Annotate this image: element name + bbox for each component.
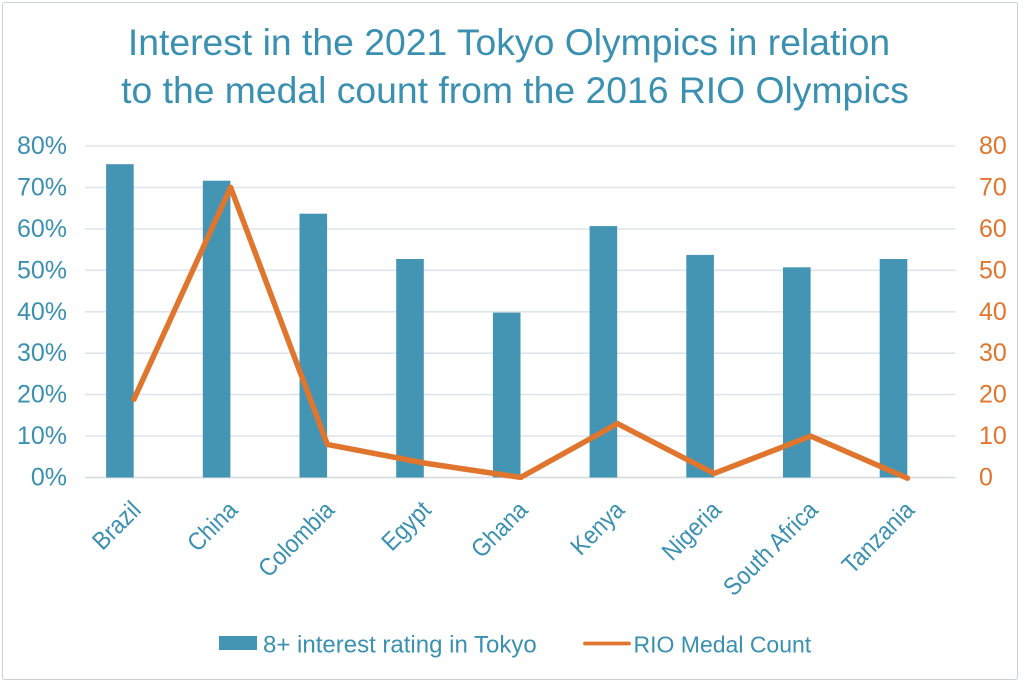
svg-text:60%: 60% — [17, 215, 67, 243]
svg-text:80%: 80% — [17, 132, 67, 160]
svg-text:RIO Medal Count: RIO Medal Count — [634, 632, 812, 658]
svg-text:South Africa: South Africa — [718, 495, 824, 601]
svg-text:70%: 70% — [17, 173, 67, 201]
svg-text:Colombia: Colombia — [253, 495, 341, 583]
svg-text:Nigeria: Nigeria — [657, 495, 728, 566]
svg-text:40%: 40% — [17, 298, 67, 326]
svg-text:Tanzania: Tanzania — [837, 495, 921, 579]
svg-text:0%: 0% — [31, 464, 67, 492]
svg-text:Kenya: Kenya — [565, 495, 631, 561]
svg-text:40: 40 — [979, 298, 1007, 326]
svg-text:Egypt: Egypt — [376, 496, 437, 557]
svg-text:Ghana: Ghana — [466, 495, 534, 563]
svg-text:China: China — [182, 495, 244, 557]
svg-text:10: 10 — [979, 422, 1007, 450]
svg-text:30%: 30% — [17, 339, 67, 367]
svg-text:80: 80 — [979, 132, 1007, 160]
svg-text:60: 60 — [979, 215, 1007, 243]
svg-text:20%: 20% — [17, 381, 67, 409]
svg-text:50: 50 — [979, 256, 1007, 284]
svg-text:Interest in the 2021 Tokyo Oly: Interest in the 2021 Tokyo Olympics in r… — [128, 21, 890, 63]
svg-text:10%: 10% — [17, 422, 67, 450]
svg-text:70: 70 — [979, 173, 1007, 201]
svg-text:0: 0 — [979, 464, 993, 492]
svg-text:to the medal count from the 20: to the medal count from the 2016 RIO Oly… — [121, 69, 909, 111]
svg-text:8+ interest rating in Tokyo: 8+ interest rating in Tokyo — [263, 632, 537, 659]
svg-text:Brazil: Brazil — [87, 496, 147, 556]
svg-text:50%: 50% — [17, 256, 67, 284]
svg-text:20: 20 — [979, 381, 1007, 409]
svg-text:30: 30 — [979, 339, 1007, 367]
